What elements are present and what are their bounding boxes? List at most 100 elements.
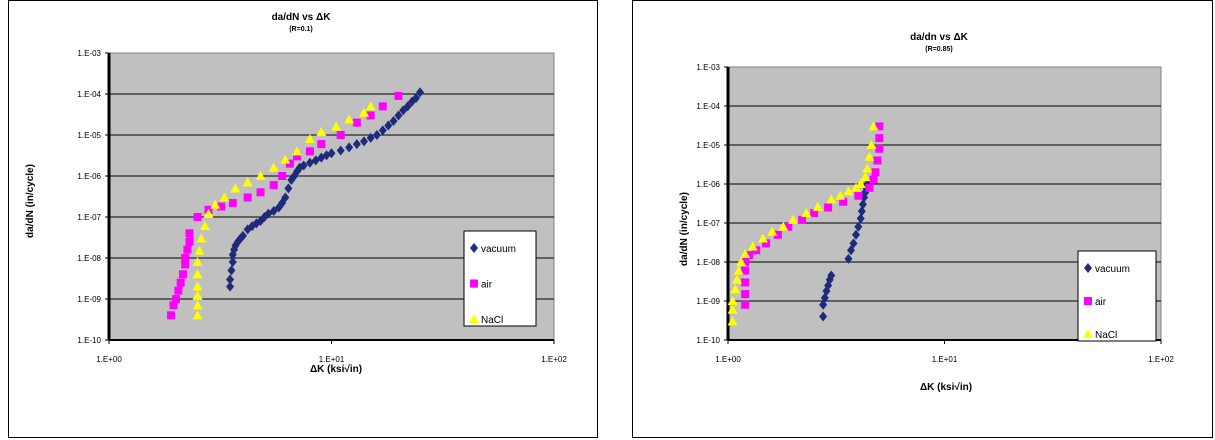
point-air bbox=[183, 245, 192, 254]
point-air bbox=[773, 230, 782, 239]
chart-title: da/dn vs ΔK bbox=[910, 32, 969, 43]
point-NaCl bbox=[192, 256, 203, 266]
point-air bbox=[293, 152, 302, 161]
point-NaCl bbox=[860, 172, 871, 182]
point-vacuum bbox=[360, 136, 369, 147]
x-tick-label: 1.E+02 bbox=[1148, 355, 1174, 364]
point-vacuum bbox=[372, 130, 381, 140]
point-air bbox=[171, 295, 180, 303]
x-tick-label: 1.E+00 bbox=[715, 355, 741, 364]
point-NaCl bbox=[801, 208, 812, 218]
point-NaCl bbox=[192, 290, 203, 300]
point-air bbox=[824, 203, 833, 212]
point-vacuum bbox=[849, 238, 858, 249]
point-vacuum bbox=[858, 199, 867, 210]
legend-marker-NaCl bbox=[469, 314, 479, 323]
x-axis-label: ΔK (ksi√in) bbox=[920, 382, 972, 393]
point-vacuum bbox=[847, 245, 856, 256]
point-NaCl bbox=[778, 221, 789, 231]
legend-marker-NaCl bbox=[1083, 329, 1093, 338]
point-air bbox=[366, 111, 375, 120]
point-vacuum bbox=[403, 101, 412, 112]
point-NaCl bbox=[194, 245, 205, 255]
point-air bbox=[873, 156, 882, 165]
point-NaCl bbox=[866, 140, 877, 149]
point-NaCl bbox=[868, 121, 879, 131]
point-NaCl bbox=[862, 163, 873, 173]
point-air bbox=[185, 237, 194, 246]
point-air bbox=[305, 147, 314, 156]
point-air bbox=[217, 202, 226, 211]
point-air bbox=[865, 183, 874, 192]
chart-frame-left: da/dN vs ΔK (R=0.1) ΔK (ksi√in) da/dN (i… bbox=[8, 0, 598, 438]
point-NaCl bbox=[740, 249, 751, 259]
chart-frame-right: da/dn vs ΔK (R=0.85) ΔK (ksi√in) da/dN (… bbox=[632, 0, 1213, 438]
point-air bbox=[854, 191, 863, 200]
y-tick-label: 1.E-04 bbox=[696, 102, 720, 111]
point-air bbox=[394, 91, 403, 100]
point-vacuum bbox=[384, 120, 393, 131]
point-NaCl bbox=[747, 241, 758, 251]
point-vacuum bbox=[819, 299, 828, 310]
chart-subtitle: (R=0.85) bbox=[925, 46, 952, 53]
point-NaCl bbox=[733, 265, 744, 275]
point-NaCl bbox=[192, 300, 203, 310]
point-vacuum bbox=[394, 110, 403, 121]
point-vacuum bbox=[366, 132, 375, 143]
y-tick-label: 1.E-08 bbox=[696, 258, 720, 267]
point-vacuum bbox=[861, 187, 870, 198]
chart-left: da/dN vs ΔK (R=0.1) ΔK (ksi√in) da/dN (i… bbox=[25, 12, 567, 375]
point-air bbox=[352, 118, 361, 127]
point-air bbox=[741, 266, 750, 275]
y-tick-label: 1.E-05 bbox=[696, 141, 720, 150]
legend-label-vacuum: vacuum bbox=[481, 244, 516, 255]
point-NaCl bbox=[196, 233, 207, 243]
y-tick-label: 1.E-06 bbox=[77, 172, 101, 181]
legend-label-NaCl: NaCl bbox=[481, 315, 503, 326]
point-air bbox=[256, 188, 265, 197]
y-tick-label: 1.E-06 bbox=[696, 180, 720, 189]
point-air bbox=[784, 222, 793, 231]
point-vacuum bbox=[412, 92, 421, 103]
point-NaCl bbox=[850, 182, 861, 192]
chart-title: da/dN vs ΔK bbox=[272, 12, 332, 23]
point-NaCl bbox=[855, 179, 866, 188]
point-vacuum bbox=[851, 229, 860, 240]
legend-marker-vacuum bbox=[470, 243, 478, 253]
point-NaCl bbox=[280, 154, 291, 164]
point-air bbox=[378, 102, 387, 111]
point-NaCl bbox=[365, 101, 376, 111]
point-vacuum bbox=[284, 183, 293, 194]
point-air bbox=[762, 239, 771, 248]
point-NaCl bbox=[210, 199, 221, 209]
point-NaCl bbox=[864, 151, 875, 161]
point-NaCl bbox=[292, 146, 303, 156]
point-NaCl bbox=[192, 269, 203, 279]
point-air bbox=[741, 290, 750, 299]
point-vacuum bbox=[226, 274, 235, 285]
legend-label-vacuum: vacuum bbox=[1095, 264, 1130, 275]
point-NaCl bbox=[304, 133, 315, 143]
legend-marker-air bbox=[1084, 297, 1092, 305]
point-NaCl bbox=[192, 310, 203, 320]
y-tick-label: 1.E-09 bbox=[696, 297, 720, 306]
legend-label-air: air bbox=[1095, 297, 1107, 308]
point-vacuum bbox=[856, 213, 865, 224]
y-tick-label: 1.E-07 bbox=[77, 213, 101, 222]
point-vacuum bbox=[226, 281, 235, 292]
point-NaCl bbox=[731, 274, 742, 284]
point-air bbox=[317, 140, 326, 149]
point-vacuum bbox=[844, 253, 853, 264]
point-NaCl bbox=[826, 194, 837, 204]
point-vacuum bbox=[378, 125, 387, 136]
point-vacuum bbox=[238, 230, 247, 241]
y-tick-label: 1.E-09 bbox=[77, 295, 101, 304]
point-vacuum bbox=[827, 270, 836, 281]
point-vacuum bbox=[389, 115, 398, 126]
point-NaCl bbox=[316, 126, 327, 136]
point-air bbox=[228, 198, 237, 207]
y-tick-label: 1.E-03 bbox=[77, 49, 101, 58]
point-air bbox=[869, 175, 878, 184]
legend-marker-vacuum bbox=[1084, 263, 1092, 273]
